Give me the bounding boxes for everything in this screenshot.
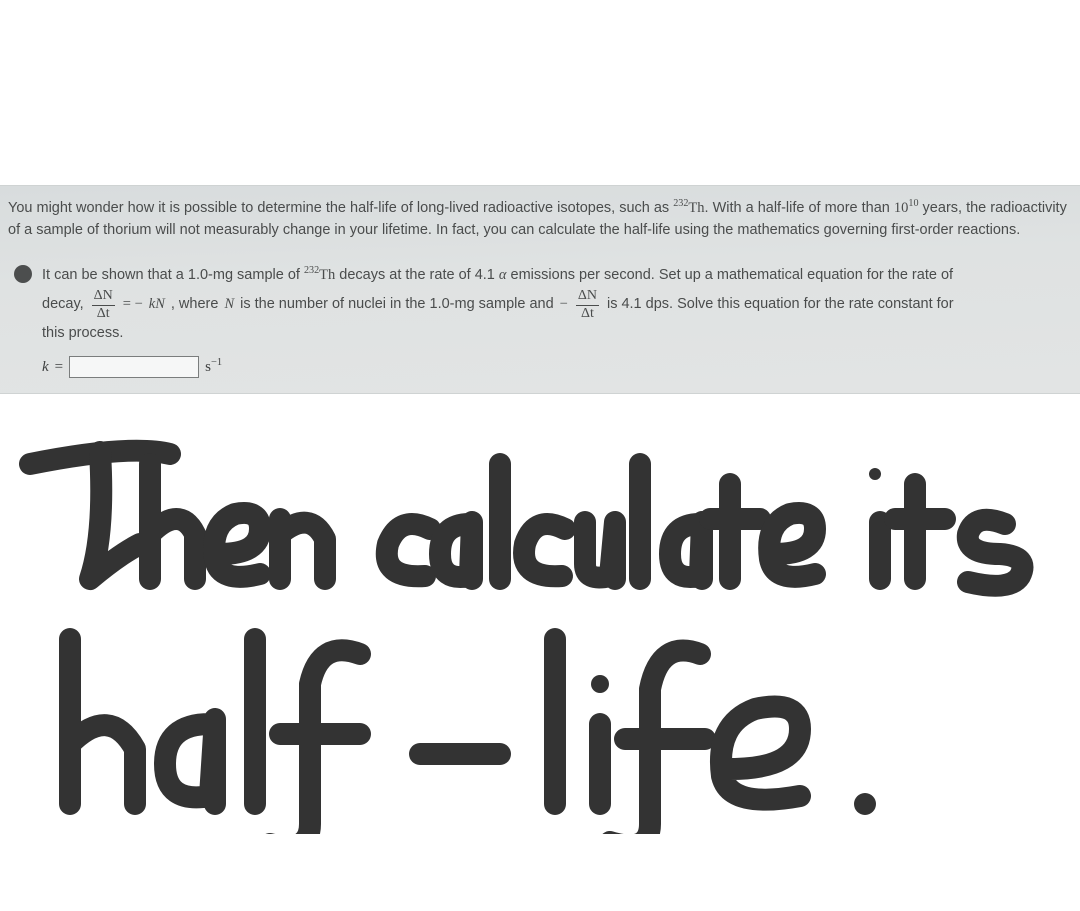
is-number-text: is the number of nuclei in the 1.0-mg sa… <box>240 294 554 316</box>
alpha-symbol: α <box>499 267 507 283</box>
frac1-den: Δt <box>95 306 112 322</box>
equals-minus: = − <box>123 294 143 316</box>
question-line-1: It can be shown that a 1.0-mg sample of … <box>42 263 1068 287</box>
fraction-dn-dt-1: ΔN Δt <box>92 289 115 321</box>
equals-sign: = <box>55 356 63 379</box>
tenpow-exp: 10 <box>908 198 918 209</box>
kN-symbol: kN <box>149 294 165 316</box>
q1-text-a: It can be shown that a 1.0-mg sample of <box>42 267 304 283</box>
answer-row: k = s−1 <box>42 355 1068 379</box>
q-isotope-symbol: Th <box>319 267 335 283</box>
unit-exp: −1 <box>211 357 222 368</box>
handwriting-region <box>0 394 1080 834</box>
frac2-den: Δt <box>579 306 596 322</box>
intro-text-mid1: . With a half-life of more than <box>705 200 894 216</box>
ten-to-ten: 1010 <box>894 200 919 216</box>
problem-panel: You might wonder how it is possible to d… <box>0 185 1080 394</box>
unit-label: s−1 <box>205 355 222 379</box>
intro-text-a: You might wonder how it is possible to d… <box>8 200 673 216</box>
handwriting-svg <box>10 404 1070 834</box>
q-isotope-th232: 232Th <box>304 267 335 283</box>
isotope-mass: 232 <box>673 198 688 209</box>
frac1-num: ΔN <box>92 289 115 306</box>
k-label: k <box>42 356 49 379</box>
frac2-num: ΔN <box>576 289 599 306</box>
this-process-text: this process. <box>42 323 1068 345</box>
q-isotope-mass: 232 <box>304 265 319 276</box>
q1-text-c: emissions per second. Set up a mathemati… <box>507 267 954 283</box>
rate-constant-input[interactable] <box>69 356 199 378</box>
where-text: , where <box>171 294 219 316</box>
question-line-2: decay, ΔN Δt = − kN , where N is the numb… <box>42 289 1068 321</box>
minus-sign: − <box>560 294 568 316</box>
question-block: It can be shown that a 1.0-mg sample of … <box>8 263 1068 378</box>
blank-top-region <box>0 0 1080 185</box>
decay-word: decay, <box>42 294 84 316</box>
isotope-symbol: Th <box>688 200 704 216</box>
q1-text-b: decays at the rate of 4.1 <box>335 267 499 283</box>
fraction-dn-dt-2: ΔN Δt <box>576 289 599 321</box>
intro-paragraph: You might wonder how it is possible to d… <box>8 196 1068 241</box>
tenpow-base: 10 <box>894 200 909 216</box>
N-symbol: N <box>224 294 234 316</box>
bullet-icon <box>14 265 32 283</box>
dps-text: is 4.1 dps. Solve this equation for the … <box>607 294 954 316</box>
isotope-th232: 232Th <box>673 200 704 216</box>
